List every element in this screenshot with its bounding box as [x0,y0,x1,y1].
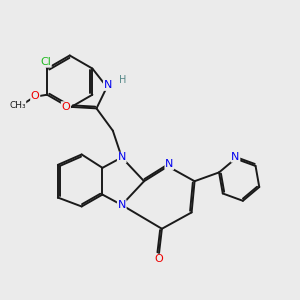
Text: N: N [165,159,173,169]
Text: H: H [119,75,126,85]
Text: CH₃: CH₃ [9,101,26,110]
Text: N: N [231,152,240,162]
Text: O: O [61,102,70,112]
Text: N: N [118,200,126,210]
Text: N: N [103,80,112,90]
Text: O: O [154,254,163,264]
Text: Cl: Cl [40,57,51,67]
Text: O: O [31,91,40,101]
Text: N: N [118,152,126,162]
